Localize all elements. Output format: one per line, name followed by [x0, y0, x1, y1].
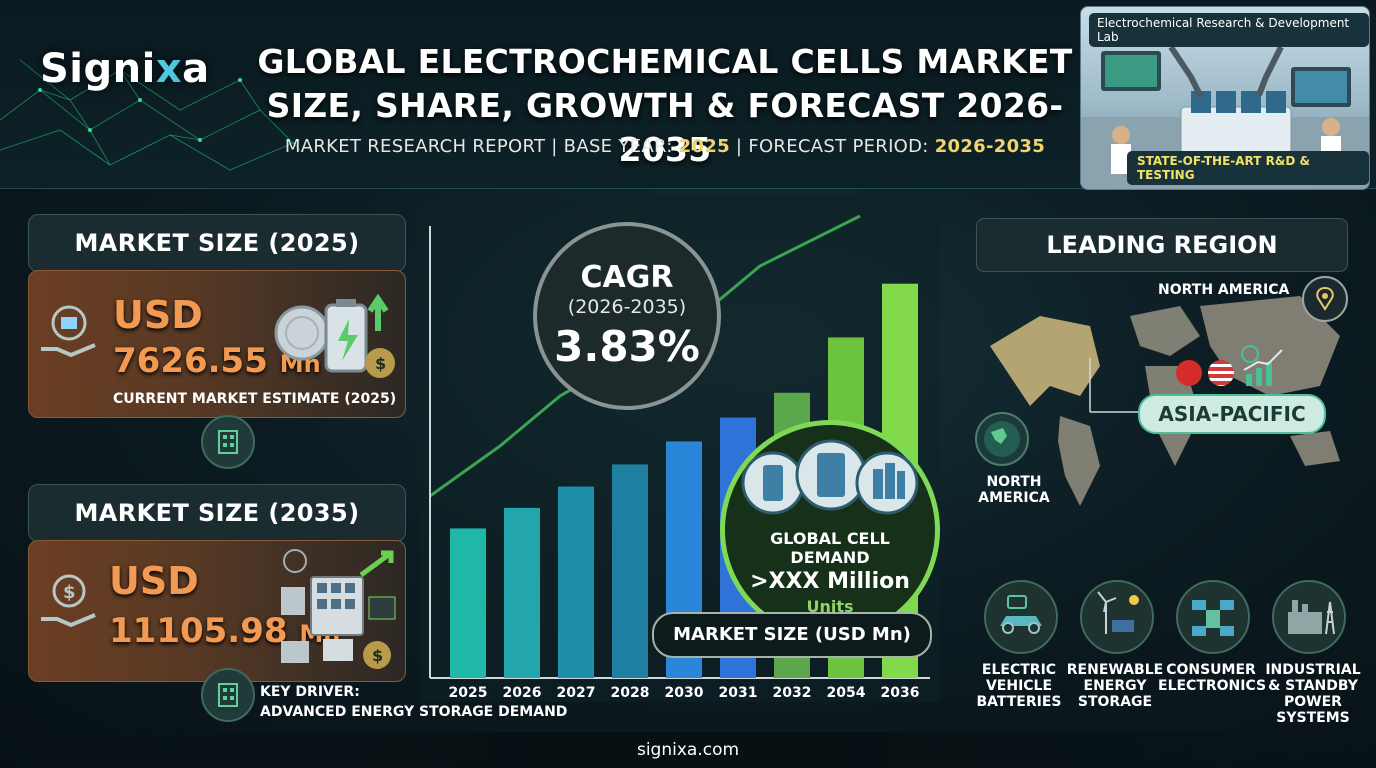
cagr-value: 3.83%: [554, 322, 700, 371]
x-tick-label: 2036: [881, 685, 920, 701]
cell-demand-title: GLOBAL CELL DEMAND: [770, 529, 890, 567]
market-size-2035-card: $ USD 11105.98 Mn $: [28, 540, 406, 682]
china-flag-icon: [1176, 360, 1202, 386]
title-line-2: SIZE, SHARE, GROWTH & FORECAST 2026-2035: [266, 86, 1064, 169]
bar-2026: [504, 507, 540, 678]
cell-demand-badge: GLOBAL CELL DEMAND >XXX Million Units: [720, 420, 940, 640]
x-tick-label: 2025: [449, 685, 488, 701]
energy-storage-icon: $: [281, 549, 396, 669]
brand-logo[interactable]: Signixa: [40, 46, 210, 92]
market-value-2025: 7626.55 Mn: [113, 341, 321, 381]
market-size-2025-card: USD 7626.55 Mn CURRENT MARKET ESTIMATE (…: [28, 270, 406, 418]
svg-text:$: $: [375, 354, 386, 373]
current-estimate-note: CURRENT MARKET ESTIMATE (2025): [113, 391, 397, 407]
cagr-badge: CAGR (2026-2035) 3.83%: [533, 222, 721, 410]
region-top-label: NORTH AMERICA: [1158, 282, 1290, 298]
x-tick-label: 2031: [719, 685, 758, 701]
x-tick-label: 2026: [503, 685, 542, 701]
base-year: 2025: [678, 136, 730, 157]
usa-flag-icon: [1208, 360, 1234, 386]
currency-label-2035: USD: [109, 559, 199, 603]
bar-2028: [612, 464, 648, 678]
x-tick-labels: 2025 2026 2027 2028 2030 2031 2032 2054 2036: [449, 685, 920, 701]
chart-title-pill: MARKET SIZE (USD Mn): [652, 612, 932, 658]
x-tick-label: 2027: [557, 685, 596, 701]
title-line-1: GLOBAL ELECTROCHEMICAL CELLS MARKET: [257, 42, 1073, 81]
key-driver-text: ADVANCED ENERGY STORAGE DEMAND: [260, 704, 568, 720]
x-tick-label: 2030: [665, 685, 704, 701]
x-tick-label: 2028: [611, 685, 650, 701]
lab-image-panel: Electrochemical Research & Development L…: [1080, 6, 1370, 190]
network-graphic: [0, 59, 300, 171]
leading-region-title: LEADING REGION: [976, 218, 1348, 272]
dollar-hand-icon: $: [41, 574, 96, 628]
battery-coin-icon: $: [274, 293, 395, 378]
segment-ev-batteries: ELECTRIC VEHICLE BATTERIES: [976, 662, 1062, 710]
cagr-period: (2026-2035): [567, 296, 687, 318]
bar-2025: [450, 528, 486, 678]
page-title: GLOBAL ELECTROCHEMICAL CELLS MARKET SIZE…: [250, 40, 1080, 172]
wind-solar-icon: [1080, 580, 1154, 654]
bar-2027: [558, 486, 594, 678]
cell-demand-value: >XXX Million: [750, 569, 910, 594]
x-tick-label: 2032: [773, 685, 812, 701]
growth-chart-icon: [1241, 345, 1283, 386]
factory-icon: [1272, 580, 1346, 654]
svg-text:$: $: [372, 646, 383, 665]
electronics-icon: [1176, 580, 1250, 654]
currency-label: USD: [113, 293, 203, 337]
region-circle-label: NORTH AMERICA: [978, 474, 1050, 506]
x-tick-label: 2054: [827, 685, 866, 701]
building-icon: [201, 415, 255, 469]
report-subtitle: MARKET RESEARCH REPORT | BASE YEAR: 2025…: [284, 136, 1046, 157]
segment-consumer-electronics: CONSUMER ELECTRONICS: [1158, 662, 1267, 694]
forecast-period: 2026-2035: [934, 136, 1046, 157]
market-size-2025-title: MARKET SIZE (2025): [28, 214, 406, 272]
location-pin-icon: [1302, 276, 1348, 322]
key-driver-label: KEY DRIVER:: [260, 684, 360, 700]
market-value-2035: 11105.98 Mn: [109, 611, 340, 651]
market-size-2035-title: MARKET SIZE (2035): [28, 484, 406, 542]
cell-demand-units: Units: [806, 597, 854, 616]
cagr-label: CAGR: [580, 260, 674, 295]
ev-car-icon: [984, 580, 1058, 654]
money-hand-icon: [41, 305, 96, 358]
segment-renewable-storage: RENEWABLE ENERGY STORAGE: [1066, 662, 1164, 710]
globe-icon: [975, 412, 1029, 466]
svg-text:$: $: [63, 582, 76, 603]
battery-cells-icon: [741, 439, 919, 515]
segment-industrial-power: INDUSTRIAL & STANDBY POWER SYSTEMS: [1265, 662, 1361, 726]
website-footer[interactable]: signixa.com: [0, 732, 1376, 768]
lab-panel-caption: STATE-OF-THE-ART R&D & TESTING: [1127, 151, 1369, 185]
building-icon: [201, 668, 255, 722]
asia-pacific-highlight: ASIA-PACIFIC: [1138, 394, 1326, 434]
lab-panel-title: Electrochemical Research & Development L…: [1089, 13, 1369, 47]
